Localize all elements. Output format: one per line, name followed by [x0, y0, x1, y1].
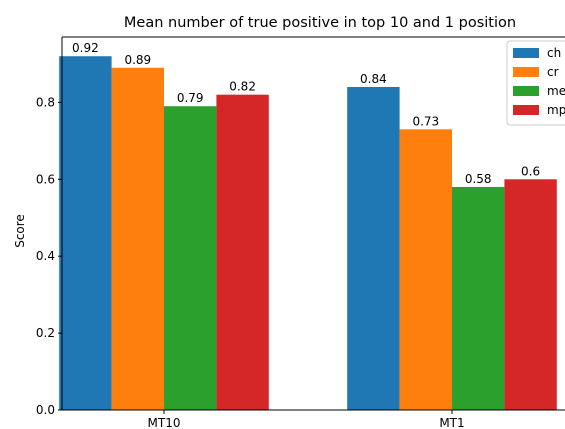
- legend-label-mp: mp: [547, 103, 565, 117]
- bar-me-mt1: [452, 186, 505, 410]
- y-tick-label: 0.8: [36, 95, 55, 109]
- data-label-ch-mt10: 0.92: [72, 41, 99, 55]
- chart-title: Mean number of true positive in top 10 a…: [124, 15, 516, 31]
- axes-group: [61, 36, 565, 411]
- data-label-me-mt1: 0.58: [465, 172, 492, 186]
- bar-cr-mt1: [399, 129, 452, 411]
- x-ticks-group: MT10 MT1: [148, 410, 465, 429]
- bar-ch-mt10: [59, 56, 112, 410]
- bar-mp-mt10: [216, 94, 269, 411]
- x-tick-label-mt10: MT10: [148, 416, 181, 429]
- legend-swatch-me: [513, 86, 539, 96]
- bar-cr-mt10: [111, 67, 164, 410]
- y-axis-title: Score: [13, 214, 27, 248]
- data-label-me-mt10: 0.79: [177, 91, 204, 105]
- bar-ch-mt1: [347, 86, 400, 411]
- data-label-cr-mt10: 0.89: [124, 53, 151, 67]
- legend-swatch-mp: [513, 105, 539, 115]
- data-label-mp-mt10: 0.82: [229, 80, 256, 94]
- y-tick-label: 0.6: [36, 172, 55, 186]
- data-label-ch-mt1: 0.84: [360, 72, 387, 86]
- bar-mp-mt1: [504, 179, 557, 410]
- legend-swatch-cr: [513, 67, 539, 77]
- bars-group: [59, 56, 557, 411]
- legend-swatch-ch: [513, 48, 539, 58]
- legend-label-me: me: [547, 84, 565, 98]
- y-tick-label: 0.2: [36, 326, 55, 340]
- bar-me-mt10: [164, 106, 217, 410]
- y-ticks-group: 0.0 0.2 0.4 0.6 0.8: [36, 95, 62, 417]
- y-tick-label: 0.4: [36, 249, 55, 263]
- data-label-cr-mt1: 0.73: [412, 114, 439, 128]
- legend-label-ch: ch: [547, 46, 561, 60]
- x-tick-label-mt1: MT1: [439, 416, 464, 429]
- data-label-mp-mt1: 0.6: [521, 164, 540, 178]
- y-tick-label: 0.0: [36, 403, 55, 417]
- legend-box: [506, 40, 565, 126]
- data-labels-group: 0.92 0.89 0.79 0.82 0.84 0.73 0.58 0.6: [72, 41, 540, 186]
- legend: ch cr me mp: [506, 40, 565, 126]
- legend-label-cr: cr: [547, 65, 559, 79]
